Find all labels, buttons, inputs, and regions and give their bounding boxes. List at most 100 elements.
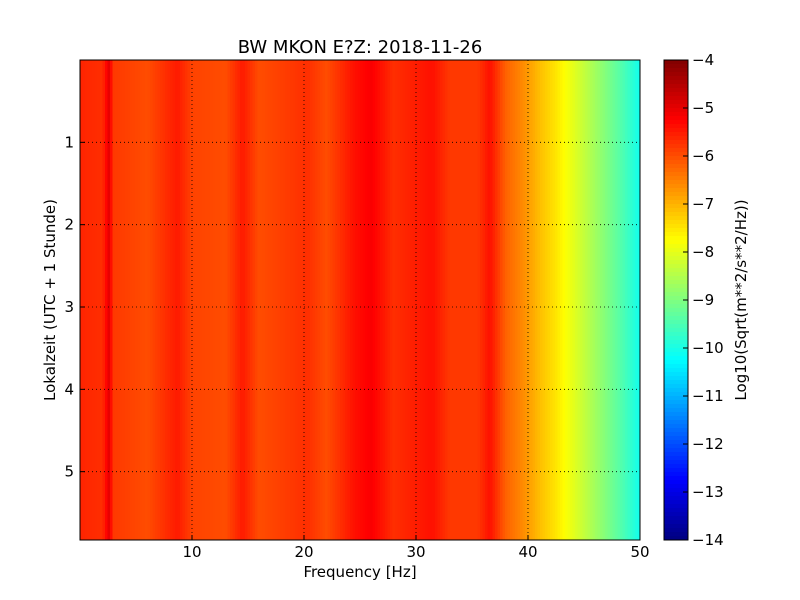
heatmap-column (175, 60, 178, 540)
colorbar-segment (664, 468, 688, 473)
heatmap-column (440, 60, 443, 540)
heatmap-column (420, 60, 423, 540)
colorbar-segment (664, 300, 688, 305)
colorbar-segment (664, 176, 688, 181)
heatmap-column (85, 60, 88, 540)
heatmap-column (115, 60, 118, 540)
heatmap-column (482, 60, 486, 540)
heatmap-column (610, 60, 613, 540)
heatmap-column (217, 60, 221, 540)
colorbar-segment (664, 392, 688, 397)
heatmap-column (470, 60, 473, 540)
heatmap-column (200, 60, 203, 540)
colorbar-segment (664, 396, 688, 401)
heatmap-column (192, 60, 196, 540)
colorbar-segment (664, 72, 688, 77)
heatmap-column (480, 60, 483, 540)
colorbar-segment (664, 100, 688, 105)
y-tick-label: 1 (64, 133, 74, 151)
heatmap-column (210, 60, 213, 540)
colorbar-segment (664, 80, 688, 85)
heatmap-column (607, 60, 611, 540)
heatmap-column (160, 60, 163, 540)
colorbar-segment (664, 532, 688, 537)
colorbar-segment (664, 180, 688, 185)
colorbar-segment (664, 140, 688, 145)
heatmap-column (575, 60, 578, 540)
heatmap-column (225, 60, 228, 540)
colorbar-segment (664, 464, 688, 469)
heatmap-column (222, 60, 226, 540)
colorbar-segment (664, 200, 688, 205)
colorbar-segment (664, 320, 688, 325)
heatmap-column (410, 60, 413, 540)
heatmap-column (137, 60, 141, 540)
heatmap-column (527, 60, 531, 540)
colorbar-segment (664, 284, 688, 289)
colorbar-segment (664, 492, 688, 497)
heatmap-column (295, 60, 298, 540)
heatmap-column (107, 60, 111, 540)
colorbar-tick-label: −10 (692, 339, 724, 357)
colorbar-segment (664, 188, 688, 193)
colorbar-segment (664, 236, 688, 241)
colorbar-segment (664, 204, 688, 209)
heatmap-column (317, 60, 321, 540)
colorbar-segment (664, 324, 688, 329)
heatmap-column (147, 60, 151, 540)
heatmap-column (287, 60, 291, 540)
chart-title: BW MKON E?Z: 2018-11-26 (238, 37, 483, 58)
colorbar-segment (664, 388, 688, 393)
heatmap-column (372, 60, 376, 540)
heatmap-column (355, 60, 358, 540)
x-axis-ticks: 10 20 30 40 50 (182, 535, 650, 561)
heatmap-column (142, 60, 146, 540)
heatmap-column (180, 60, 183, 540)
colorbar-segment (664, 228, 688, 233)
y-axis-ticks: 1 2 3 4 5 (64, 133, 85, 481)
colorbar-segment (664, 144, 688, 149)
heatmap-column (297, 60, 301, 540)
colorbar-segment (664, 108, 688, 113)
heatmap-column (620, 60, 623, 540)
heatmap-column (172, 60, 176, 540)
colorbar-tick-label: −6 (692, 147, 714, 165)
heatmap-column (365, 60, 368, 540)
colorbar-segment (664, 216, 688, 221)
heatmap-column (557, 60, 561, 540)
heatmap-column (277, 60, 281, 540)
heatmap-column (257, 60, 261, 540)
heatmap-column (582, 60, 586, 540)
heatmap-column (100, 60, 103, 540)
heatmap-column (185, 60, 188, 540)
heatmap-column (622, 60, 626, 540)
heatmap-column (522, 60, 526, 540)
heatmap-column (435, 60, 438, 540)
heatmap-column (547, 60, 551, 540)
heatmap-column (292, 60, 296, 540)
heatmap-column (262, 60, 266, 540)
colorbar-segment (664, 512, 688, 517)
heatmap-column (197, 60, 201, 540)
heatmap-column (387, 60, 391, 540)
heatmap-column (427, 60, 431, 540)
y-tick-label: 2 (64, 216, 74, 234)
heatmap-column (417, 60, 421, 540)
heatmap-column (385, 60, 388, 540)
colorbar-segment (664, 496, 688, 501)
colorbar-segment (664, 336, 688, 341)
colorbar-segment (664, 348, 688, 353)
heatmap-column (382, 60, 386, 540)
heatmap-column (320, 60, 323, 540)
heatmap-column (500, 60, 503, 540)
colorbar-segment (664, 132, 688, 137)
heatmap-column (280, 60, 283, 540)
heatmap-column (637, 60, 641, 540)
colorbar-segment (664, 428, 688, 433)
y-axis-label: Lokalzeit (UTC + 1 Stunde) (41, 199, 59, 401)
heatmap-column (82, 60, 86, 540)
colorbar-segment (664, 344, 688, 349)
heatmap-column (510, 60, 513, 540)
colorbar-segment (664, 480, 688, 485)
heatmap-column (422, 60, 426, 540)
